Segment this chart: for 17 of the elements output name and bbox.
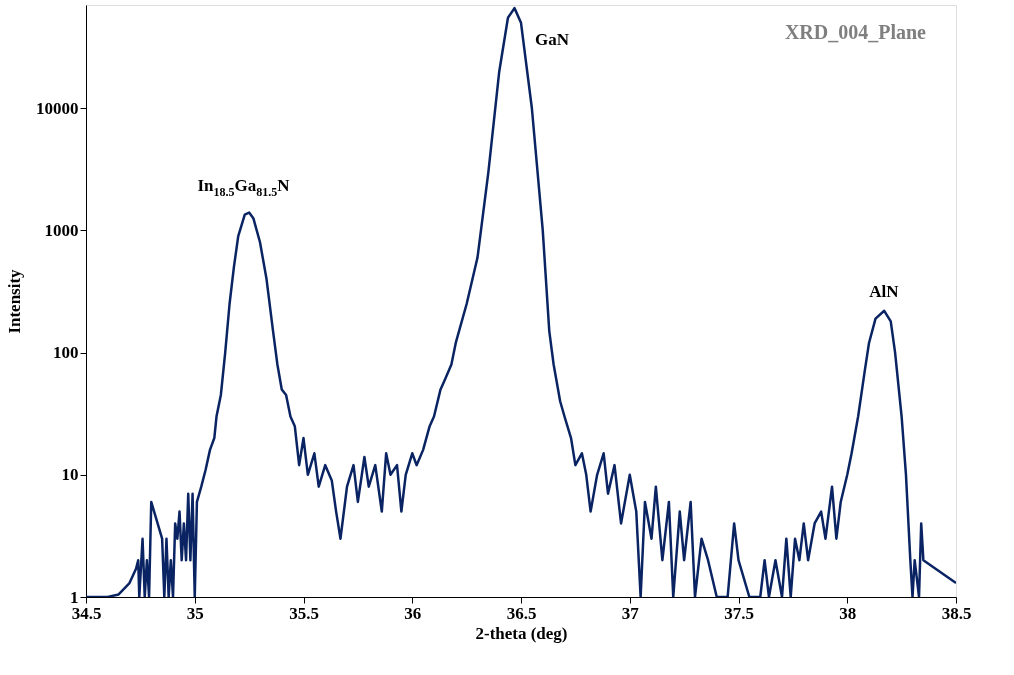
- x-axis-title: 2-theta (deg): [475, 623, 568, 643]
- x-tick-label: 37: [621, 603, 640, 623]
- annotation: AlN: [869, 282, 900, 302]
- y-tick-label: 1000: [44, 220, 79, 240]
- y-tick-label: 100: [53, 343, 79, 363]
- y-tick-label: 10: [61, 465, 79, 485]
- annotation: GaN: [534, 29, 570, 49]
- text: XRD_004_Plane: [784, 21, 927, 43]
- x-tick-label: 38: [839, 603, 857, 623]
- x-tick-label: 36.5: [506, 603, 537, 623]
- x-tick-label: 38.5: [941, 603, 972, 623]
- x-tick-label: 36: [404, 603, 422, 623]
- y-axis-title: Intensity: [5, 268, 24, 334]
- x-tick-label: 35: [186, 603, 204, 623]
- x-tick-label: 37.5: [724, 603, 754, 623]
- y-tick-label: 10000: [36, 98, 79, 118]
- x-tick-label: 35.5: [289, 603, 319, 623]
